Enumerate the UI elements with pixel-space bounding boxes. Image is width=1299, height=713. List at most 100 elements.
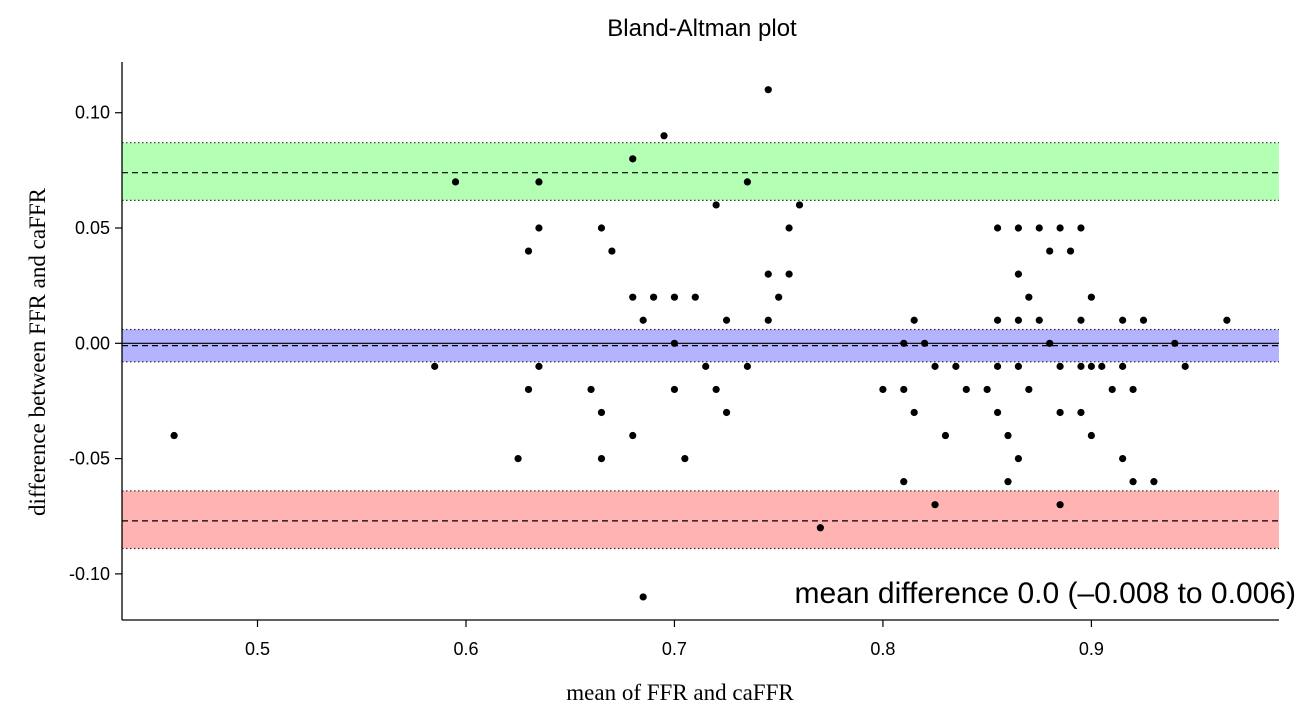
data-point: [681, 454, 689, 463]
data-point: [931, 501, 939, 509]
data-point: [1129, 385, 1137, 394]
data-point: [952, 362, 960, 370]
data-point: [639, 593, 647, 601]
data-point: [597, 454, 606, 463]
data-point: [1025, 293, 1033, 301]
x-tick-label: 0.9: [1079, 639, 1104, 659]
data-point: [1077, 362, 1085, 370]
data-point: [1119, 362, 1127, 370]
data-point: [743, 178, 752, 186]
x-tick-label: 0.7: [662, 639, 687, 659]
data-point: [785, 270, 793, 278]
data-point: [1087, 293, 1095, 301]
data-point: [691, 293, 699, 301]
data-point: [1025, 385, 1033, 394]
data-point: [1129, 478, 1137, 486]
data-point: [1056, 224, 1064, 232]
data-point: [597, 224, 606, 232]
data-point: [712, 385, 720, 394]
data-point: [629, 431, 637, 440]
data-point: [764, 270, 772, 278]
data-point: [1014, 224, 1023, 232]
data-point: [983, 385, 991, 394]
data-point: [879, 385, 887, 394]
y-tick-label: -0.05: [69, 449, 110, 469]
data-point: [629, 155, 637, 163]
data-point: [597, 408, 606, 417]
y-tick-label: -0.10: [69, 564, 110, 584]
data-point: [993, 362, 1002, 370]
data-point: [524, 247, 533, 255]
data-point: [993, 316, 1002, 324]
data-point: [722, 316, 731, 324]
data-point: [587, 385, 595, 394]
data-point: [1014, 316, 1023, 324]
data-point: [1056, 362, 1064, 370]
data-point: [900, 478, 908, 486]
data-point: [670, 293, 679, 301]
band-upper_loa: [122, 142, 1279, 201]
data-point: [535, 224, 543, 232]
data-point: [1014, 454, 1023, 463]
data-point: [764, 316, 772, 324]
data-point: [1108, 385, 1116, 394]
y-axis-label: difference between FFR and caFFR: [25, 187, 50, 516]
data-point: [1014, 270, 1023, 278]
data-point: [921, 339, 929, 347]
y-tick-label: 0.00: [75, 333, 110, 353]
data-point: [941, 431, 950, 440]
y-tick-label: 0.05: [75, 218, 110, 238]
data-point: [451, 178, 460, 186]
data-point: [639, 316, 647, 324]
data-point: [785, 224, 793, 232]
data-point: [670, 339, 679, 347]
data-point: [1087, 362, 1095, 370]
data-point: [962, 385, 970, 394]
data-point: [1004, 478, 1012, 486]
data-point: [535, 362, 543, 370]
data-point: [1087, 431, 1095, 440]
data-point: [1066, 247, 1075, 255]
data-point: [712, 201, 720, 209]
data-point: [775, 293, 783, 301]
data-point: [900, 385, 908, 394]
data-point: [1181, 362, 1189, 370]
data-point: [1004, 431, 1012, 440]
data-point: [608, 247, 616, 255]
data-point: [1014, 362, 1023, 370]
data-point: [1150, 478, 1158, 486]
data-point: [1046, 247, 1054, 255]
data-point: [1077, 224, 1085, 232]
data-point: [1046, 339, 1054, 347]
data-point: [1119, 316, 1127, 324]
data-point: [660, 132, 668, 140]
data-point: [431, 362, 439, 370]
data-point: [1056, 501, 1064, 509]
data-point: [1098, 362, 1106, 370]
data-point: [1223, 316, 1231, 324]
data-point: [514, 454, 522, 463]
data-point: [1077, 316, 1085, 324]
data-point: [993, 224, 1002, 232]
data-point: [795, 201, 804, 209]
mean-difference-annotation: mean difference 0.0 (–0.008 to 0.006): [795, 577, 1296, 610]
data-point: [1077, 408, 1085, 417]
x-tick-label: 0.5: [245, 639, 270, 659]
data-point: [1171, 339, 1179, 347]
data-point: [170, 431, 178, 440]
data-point: [910, 316, 918, 324]
y-tick-label: 0.10: [75, 103, 110, 123]
data-point: [670, 385, 679, 394]
x-tick-label: 0.8: [870, 639, 895, 659]
data-point: [764, 86, 772, 94]
data-point: [722, 408, 731, 417]
data-point: [910, 408, 918, 417]
plot-area: 0.5 0.6 0.7 0.8 0.9 0.10 0.05 0.00 -0.05 -0.10: [69, 62, 1279, 659]
data-point: [931, 362, 939, 370]
data-point: [524, 385, 533, 394]
data-point: [1056, 408, 1064, 417]
data-point: [1035, 224, 1043, 232]
chart-title: Bland-Altman plot: [607, 15, 797, 42]
data-point: [993, 408, 1002, 417]
